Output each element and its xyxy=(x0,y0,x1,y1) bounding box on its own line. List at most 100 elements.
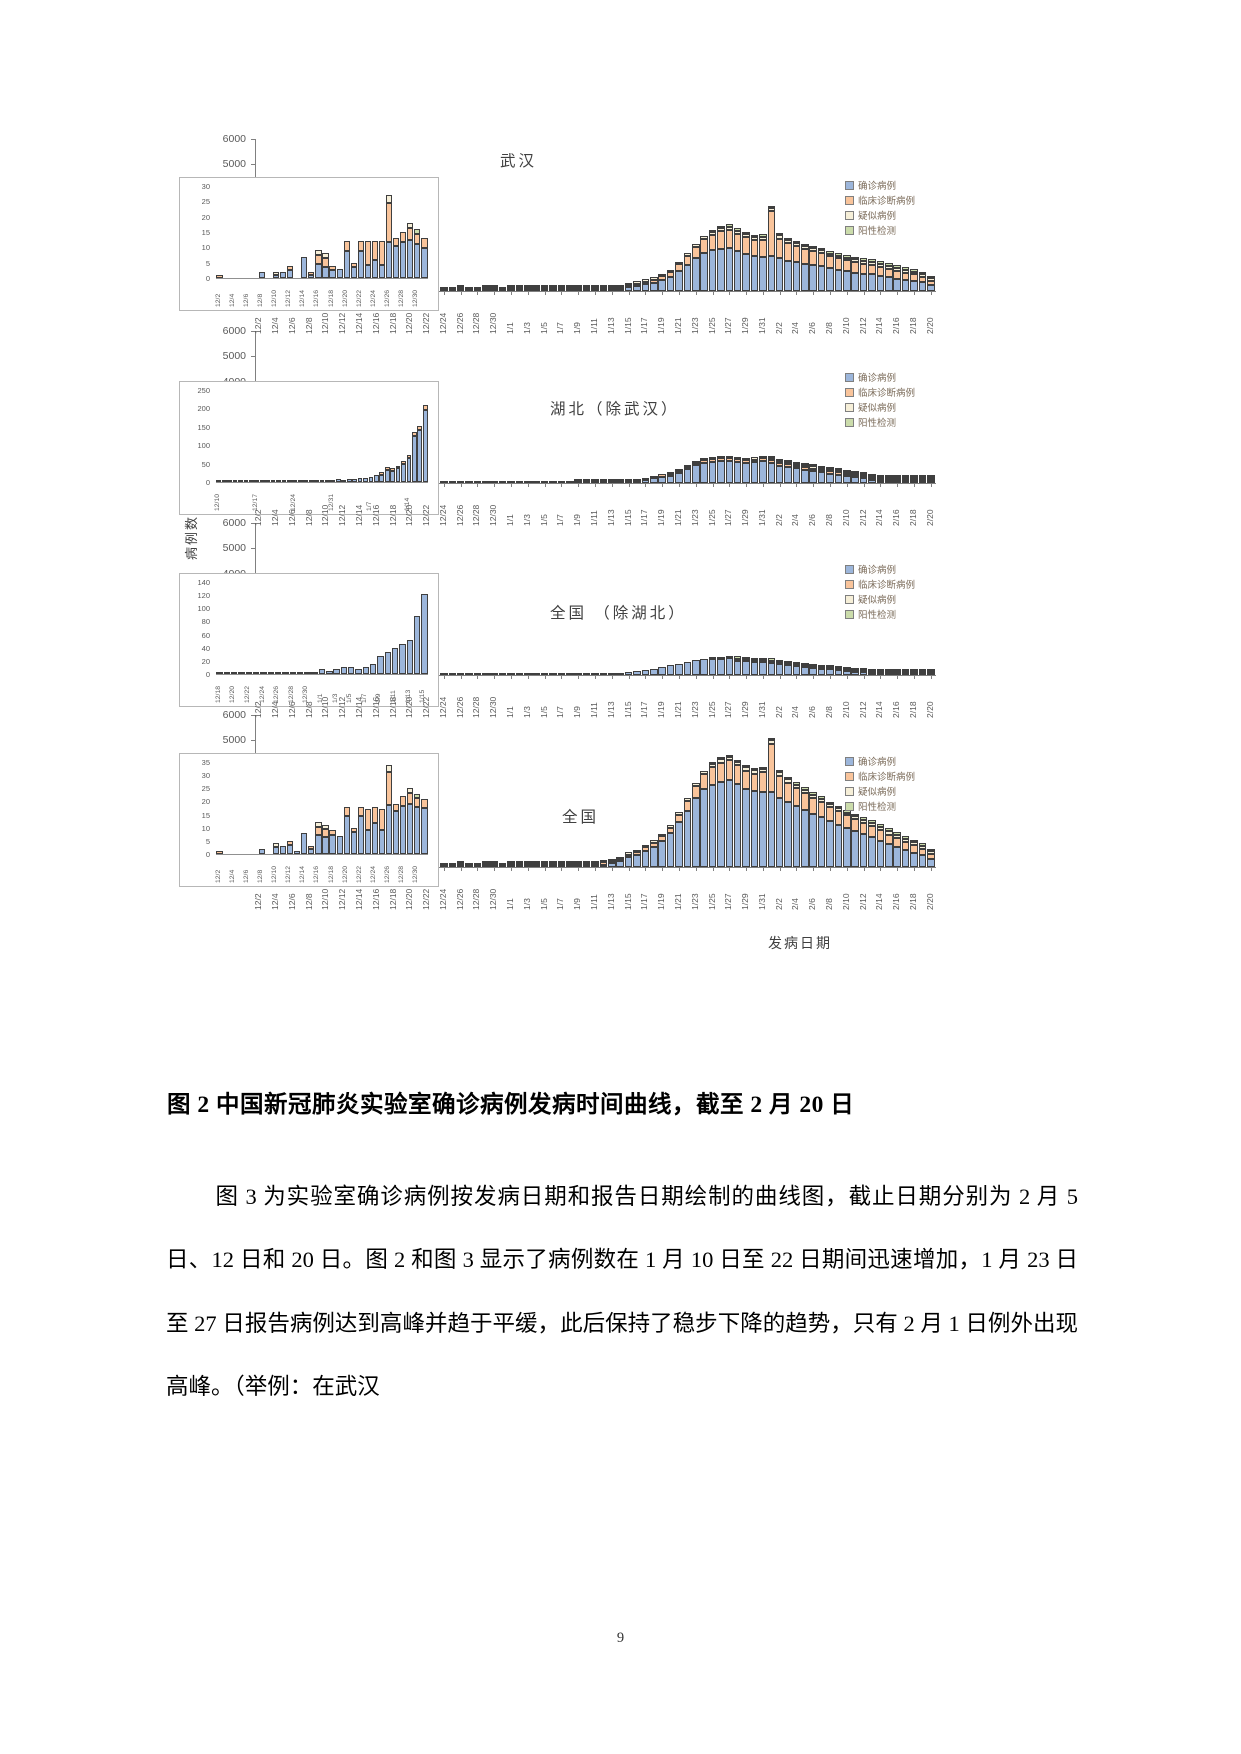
bar-segment xyxy=(675,472,683,483)
bar-segment xyxy=(641,279,650,282)
x-tick-label: 12/18 xyxy=(387,696,398,718)
legend-label: 临床诊断病例 xyxy=(858,388,916,399)
bar-segment xyxy=(742,462,750,483)
bar-segment xyxy=(440,864,448,867)
x-tick-mark xyxy=(628,292,630,295)
bar-segment xyxy=(378,265,386,278)
bar xyxy=(574,860,582,867)
bar-segment xyxy=(400,805,407,854)
bar-segment xyxy=(406,454,412,459)
x-tick-mark xyxy=(897,676,899,679)
legend-swatch xyxy=(845,180,854,190)
inset-y-tick-label: 30 xyxy=(201,182,210,191)
bar xyxy=(843,255,851,291)
x-tick-mark xyxy=(595,868,596,871)
bar xyxy=(582,672,591,675)
x-tick-mark xyxy=(460,292,462,295)
bar-segment xyxy=(708,657,717,660)
bar-segment xyxy=(574,672,582,675)
bar-segment xyxy=(675,261,683,265)
bar-segment xyxy=(767,205,776,208)
bar-segment xyxy=(918,668,927,671)
bar-segment xyxy=(341,479,347,482)
bar-segment xyxy=(259,479,265,482)
x-tick-mark xyxy=(830,484,832,487)
bar xyxy=(524,672,532,675)
bar-segment xyxy=(368,476,374,482)
bar-segment xyxy=(608,672,616,675)
y-tick-label: 6000 xyxy=(222,325,246,337)
bar-segment xyxy=(311,671,318,674)
bar-segment xyxy=(826,268,834,291)
bar xyxy=(524,284,532,291)
bar xyxy=(482,860,490,867)
x-tick-label: 1/3 xyxy=(521,706,532,718)
bar-segment xyxy=(608,861,616,864)
x-tick-label: 1/29 xyxy=(740,317,751,334)
bar-segment xyxy=(826,801,834,805)
panel-title: 武汉 xyxy=(500,153,538,170)
inset-bar xyxy=(303,479,309,482)
inset-bar xyxy=(406,639,413,674)
bar-segment xyxy=(901,480,910,483)
x-tick-label: 2/8 xyxy=(824,706,835,718)
x-tick-mark xyxy=(477,484,479,487)
x-tick-label: 12/4 xyxy=(269,701,280,718)
bar-segment xyxy=(386,195,393,203)
bar-segment xyxy=(624,854,633,858)
bar-segment xyxy=(725,460,734,483)
x-tick-label: 12/24 xyxy=(437,888,448,910)
bar-segment xyxy=(532,860,540,863)
bar-segment xyxy=(448,864,457,867)
bar xyxy=(591,284,599,291)
bar-segment xyxy=(683,469,692,483)
bar-segment xyxy=(301,832,308,854)
bar-segment xyxy=(386,202,393,242)
bar-segment xyxy=(775,463,784,466)
x-tick-mark xyxy=(494,868,496,871)
bar xyxy=(792,461,801,483)
bar-segment xyxy=(348,667,355,674)
bar-segment xyxy=(691,258,700,291)
bar xyxy=(456,672,465,675)
bar-segment xyxy=(515,284,524,287)
x-tick-label: 1/11 xyxy=(589,702,599,718)
x-tick-mark xyxy=(897,292,899,295)
bar xyxy=(759,456,767,483)
bar-segment xyxy=(750,459,759,463)
bar-segment xyxy=(440,862,448,865)
x-tick-mark xyxy=(511,292,513,295)
bar xyxy=(675,468,683,483)
bar xyxy=(733,656,742,675)
bar-segment xyxy=(378,809,386,831)
x-tick-label: 1/31 xyxy=(756,317,767,334)
inset-bar xyxy=(243,479,249,482)
x-tick-label: 1/13 xyxy=(605,701,616,718)
x-tick-label: 12/22 xyxy=(421,504,432,526)
bar-segment xyxy=(826,807,834,822)
bar-segment xyxy=(350,827,357,832)
bar-segment xyxy=(868,475,876,478)
bar-segment xyxy=(549,288,557,291)
bar-segment xyxy=(549,286,557,289)
inset-bar xyxy=(221,479,227,482)
bar-segment xyxy=(792,463,801,466)
x-tick-label: 1/7 xyxy=(555,514,566,526)
bar-segment xyxy=(784,464,792,468)
x-tick-label: 12/26 xyxy=(454,696,465,718)
bar-segment xyxy=(725,756,734,761)
legend-swatch xyxy=(845,756,854,766)
bar xyxy=(473,480,482,483)
bar-segment xyxy=(675,468,683,471)
bar-segment xyxy=(809,791,818,795)
bar xyxy=(708,761,717,867)
bar-segment xyxy=(834,811,843,825)
bar-segment xyxy=(482,480,490,483)
bar xyxy=(876,261,885,291)
bar-segment xyxy=(357,251,364,278)
bar-segment xyxy=(918,843,927,846)
x-tick-label: 2/16 xyxy=(891,701,902,718)
x-tick-label: 12/12 xyxy=(337,504,348,526)
x-tick-label: 1/3 xyxy=(521,514,532,526)
bar-segment xyxy=(927,670,935,673)
